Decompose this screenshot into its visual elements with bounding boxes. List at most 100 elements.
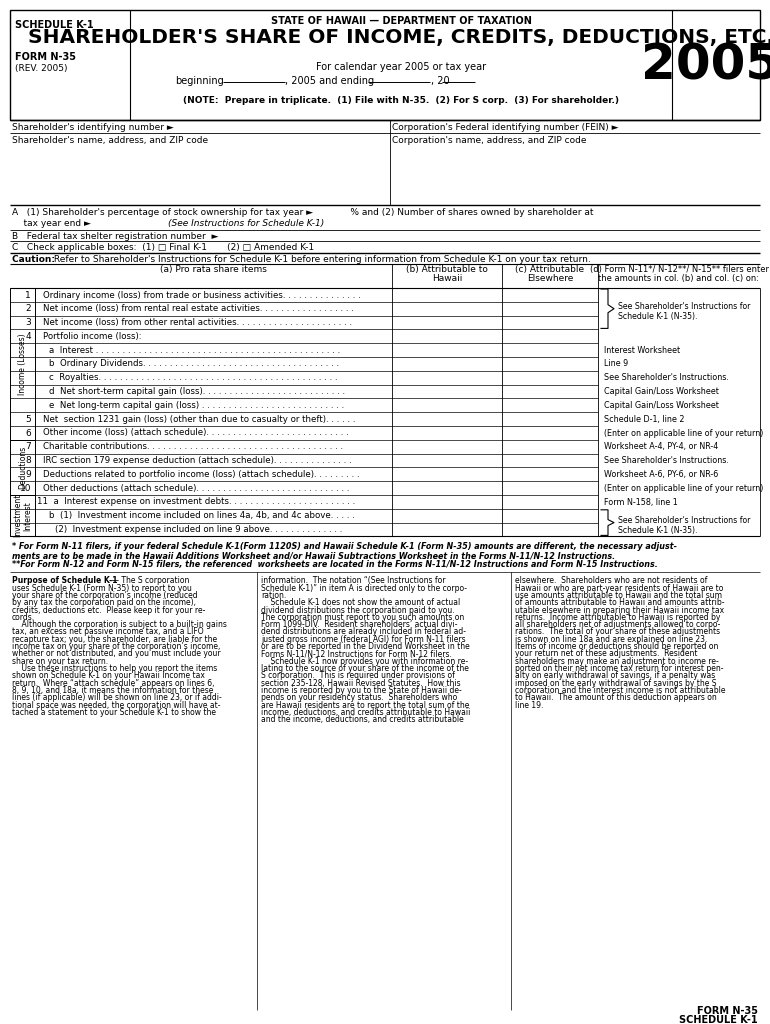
Text: Shareholder's identifying number ►: Shareholder's identifying number ► — [12, 123, 174, 132]
Text: returns.  Income attributable to Hawaii is reported by: returns. Income attributable to Hawaii i… — [515, 613, 721, 622]
Text: See Shareholder's Instructions.: See Shareholder's Instructions. — [604, 374, 729, 382]
Text: 6: 6 — [25, 428, 31, 437]
Text: Net  section 1231 gain (loss) (other than due to casualty or theft). . . . . .: Net section 1231 gain (loss) (other than… — [43, 415, 356, 424]
Text: Schedule K-1 does not show the amount of actual: Schedule K-1 does not show the amount of… — [261, 598, 460, 607]
Text: tional space was needed, the corporation will have at-: tional space was needed, the corporation… — [12, 700, 220, 710]
Text: 10: 10 — [19, 483, 31, 493]
Text: (a) Pro rata share items: (a) Pro rata share items — [160, 265, 267, 274]
Text: whether or not distributed, and you must include your: whether or not distributed, and you must… — [12, 649, 221, 658]
Text: d  Net short-term capital gain (loss). . . . . . . . . . . . . . . . . . . . . .: d Net short-term capital gain (loss). . … — [49, 387, 345, 396]
Text: your share of the corporation’s income (reduced: your share of the corporation’s income (… — [12, 591, 198, 600]
Bar — [10, 439, 35, 495]
Text: (2)  Investment expense included on line 9 above. . . . . . . . . . . . . .: (2) Investment expense included on line … — [55, 525, 343, 535]
Text: share on your tax return.: share on your tax return. — [12, 656, 108, 666]
Text: (d) Form N-11*/ N-12**/ N-15** filers enter: (d) Form N-11*/ N-12**/ N-15** filers en… — [590, 265, 768, 274]
Text: — The S corporation: — The S corporation — [109, 577, 189, 586]
Text: Worksheet A-6, PY-6, or NR-6: Worksheet A-6, PY-6, or NR-6 — [604, 470, 718, 479]
Text: b  Ordinary Dividends. . . . . . . . . . . . . . . . . . . . . . . . . . . . . .: b Ordinary Dividends. . . . . . . . . . … — [49, 359, 339, 369]
Text: Purpose of Schedule K-1: Purpose of Schedule K-1 — [12, 577, 118, 586]
Text: (See Instructions for Schedule K-1): (See Instructions for Schedule K-1) — [168, 219, 324, 228]
Text: , 2005 and ending: , 2005 and ending — [285, 76, 374, 86]
Text: SCHEDULE K-1: SCHEDULE K-1 — [679, 1015, 758, 1024]
Text: are Hawaii residents are to report the total sum of the: are Hawaii residents are to report the t… — [261, 700, 470, 710]
Text: **For Form N-12 and Form N-15 filers, the referenced  worksheets are located in : **For Form N-12 and Form N-15 filers, th… — [12, 560, 658, 569]
Text: income, deductions, and credits attributable to Hawaii: income, deductions, and credits attribut… — [261, 708, 470, 717]
Text: Investment
Interest: Investment Interest — [13, 494, 32, 538]
Text: Schedule K-1 now provides you with information re-: Schedule K-1 now provides you with infor… — [261, 656, 468, 666]
Text: section 235-128, Hawaii Revised Statutes.  How this: section 235-128, Hawaii Revised Statutes… — [261, 679, 460, 687]
Text: Portfolio income (loss):: Portfolio income (loss): — [43, 332, 142, 341]
Text: tax year end ►: tax year end ► — [12, 219, 91, 228]
Text: 3: 3 — [25, 318, 31, 327]
Text: pends on your residency status.  Shareholders who: pends on your residency status. Sharehol… — [261, 693, 457, 702]
Text: (Enter on applicable line of your return): (Enter on applicable line of your return… — [604, 483, 763, 493]
Text: ported on their net income tax return for interest pen-: ported on their net income tax return fo… — [515, 664, 724, 673]
Text: Line 9: Line 9 — [604, 359, 628, 369]
Text: STATE OF HAWAII — DEPARTMENT OF TAXATION: STATE OF HAWAII — DEPARTMENT OF TAXATION — [270, 16, 531, 26]
Text: Hawaii: Hawaii — [432, 274, 462, 283]
Text: 2005: 2005 — [641, 41, 770, 89]
Text: shown on Schedule K-1 on your Hawaii income tax: shown on Schedule K-1 on your Hawaii inc… — [12, 672, 205, 680]
Text: C   Check applicable boxes:  (1) □ Final K-1       (2) □ Amended K-1: C Check applicable boxes: (1) □ Final K-… — [12, 243, 314, 252]
Text: b  (1)  Investment income included on lines 4a, 4b, and 4c above. . . . .: b (1) Investment income included on line… — [49, 511, 355, 520]
Text: Items of income or deductions should be reported on: Items of income or deductions should be … — [515, 642, 718, 651]
Text: recapture tax; you, the shareholder, are liable for the: recapture tax; you, the shareholder, are… — [12, 635, 217, 644]
Text: B   Federal tax shelter registration number  ►: B Federal tax shelter registration numbe… — [12, 232, 219, 241]
Text: justed gross income (federal AGI) for Form N-11 filers: justed gross income (federal AGI) for Fo… — [261, 635, 466, 644]
Text: (NOTE:  Prepare in triplicate.  (1) File with N-35.  (2) For S corp.  (3) For sh: (NOTE: Prepare in triplicate. (1) File w… — [183, 96, 619, 105]
Text: Form 1099-DIV.  Resident shareholders’ actual divi-: Form 1099-DIV. Resident shareholders’ ac… — [261, 621, 457, 629]
Text: FORM N-35: FORM N-35 — [697, 1006, 758, 1016]
Text: corporation and the interest income is not attributable: corporation and the interest income is n… — [515, 686, 725, 695]
Text: Charitable contributions. . . . . . . . . . . . . . . . . . . . . . . . . . . . : Charitable contributions. . . . . . . . … — [43, 442, 343, 452]
Text: Other deductions (attach schedule). . . . . . . . . . . . . . . . . . . . . . . : Other deductions (attach schedule). . . … — [43, 483, 350, 493]
Text: all shareholders net of adjustments allowed to corpo-: all shareholders net of adjustments allo… — [515, 621, 721, 629]
Text: Corporation's name, address, and ZIP code: Corporation's name, address, and ZIP cod… — [392, 136, 587, 145]
Text: Hawaii or who are part-year residents of Hawaii are to: Hawaii or who are part-year residents of… — [515, 584, 723, 593]
Text: SHAREHOLDER'S SHARE OF INCOME, CREDITS, DEDUCTIONS, ETC.: SHAREHOLDER'S SHARE OF INCOME, CREDITS, … — [28, 28, 770, 47]
Text: dividend distributions the corporation paid to you.: dividend distributions the corporation p… — [261, 605, 454, 614]
Text: income is reported by you to the State of Hawaii de-: income is reported by you to the State o… — [261, 686, 462, 695]
Text: utable elsewhere in preparing their Hawaii income tax: utable elsewhere in preparing their Hawa… — [515, 605, 724, 614]
Bar — [10, 288, 35, 439]
Text: or are to be reported in the Dividend Worksheet in the: or are to be reported in the Dividend Wo… — [261, 642, 470, 651]
Text: by any tax the corporation paid on the income),: by any tax the corporation paid on the i… — [12, 598, 196, 607]
Text: use amounts attributable to Hawaii and the total sum: use amounts attributable to Hawaii and t… — [515, 591, 722, 600]
Text: information.  The notation “(See Instructions for: information. The notation “(See Instruct… — [261, 577, 446, 586]
Text: Ordinary income (loss) from trade or business activities. . . . . . . . . . . . : Ordinary income (loss) from trade or bus… — [43, 291, 361, 299]
Text: is shown on line 18a and are explained on line 23.: is shown on line 18a and are explained o… — [515, 635, 708, 644]
Text: Although the corporation is subject to a built-in gains: Although the corporation is subject to a… — [12, 621, 227, 629]
Text: Schedule D-1, line 2: Schedule D-1, line 2 — [604, 415, 685, 424]
Text: the amounts in col. (b) and col. (c) on:: the amounts in col. (b) and col. (c) on: — [598, 274, 759, 283]
Text: Forms N-11/N-12 Instructions for Form N-12 filers.: Forms N-11/N-12 Instructions for Form N-… — [261, 649, 452, 658]
Text: 1: 1 — [25, 291, 31, 299]
Text: of amounts attributable to Hawaii and amounts attrib-: of amounts attributable to Hawaii and am… — [515, 598, 725, 607]
Text: income tax on your share of the corporation’s income,: income tax on your share of the corporat… — [12, 642, 220, 651]
Text: Interest Worksheet: Interest Worksheet — [604, 346, 680, 354]
Text: Use these instructions to help you report the items: Use these instructions to help you repor… — [12, 664, 217, 673]
Text: imposed on the early withdrawal of savings by the S: imposed on the early withdrawal of savin… — [515, 679, 717, 687]
Text: Net income (loss) from other rental activities. . . . . . . . . . . . . . . . . : Net income (loss) from other rental acti… — [43, 318, 352, 327]
Text: ments are to be made in the Hawaii Additions Worksheet and/or Hawaii Subtraction: ments are to be made in the Hawaii Addit… — [12, 551, 615, 560]
Text: Caution:: Caution: — [12, 255, 58, 264]
Text: your return net of these adjustments.  Resident: your return net of these adjustments. Re… — [515, 649, 698, 658]
Text: 7: 7 — [25, 442, 31, 452]
Text: See Shareholder's Instructions for
Schedule K-1 (N-35).: See Shareholder's Instructions for Sched… — [618, 302, 751, 322]
Text: 9: 9 — [25, 470, 31, 479]
Text: Capital Gain/Loss Worksheet: Capital Gain/Loss Worksheet — [604, 387, 719, 396]
Text: c  Royalties. . . . . . . . . . . . . . . . . . . . . . . . . . . . . . . . . . : c Royalties. . . . . . . . . . . . . . .… — [49, 374, 337, 382]
Text: Net income (loss) from rental real estate activities. . . . . . . . . . . . . . : Net income (loss) from rental real estat… — [43, 304, 354, 313]
Text: S corporation.  This is required under provisions of: S corporation. This is required under pr… — [261, 672, 455, 680]
Text: (c) Attributable: (c) Attributable — [515, 265, 584, 274]
Text: e  Net long-term capital gain (loss) . . . . . . . . . . . . . . . . . . . . . .: e Net long-term capital gain (loss) . . … — [49, 401, 344, 410]
Text: Elsewhere: Elsewhere — [527, 274, 573, 283]
Text: See Shareholder's Instructions.: See Shareholder's Instructions. — [604, 456, 729, 465]
Text: 8, 9, 10, and 18a, it means the information for these: 8, 9, 10, and 18a, it means the informat… — [12, 686, 213, 695]
Text: alty on early withdrawal of savings, if a penalty was: alty on early withdrawal of savings, if … — [515, 672, 715, 680]
Bar — [10, 10, 760, 120]
Text: See Shareholder's Instructions for
Schedule K-1 (N-35).: See Shareholder's Instructions for Sched… — [618, 516, 751, 535]
Text: Capital Gain/Loss Worksheet: Capital Gain/Loss Worksheet — [604, 401, 719, 410]
Text: tached a statement to your Schedule K-1 to show the: tached a statement to your Schedule K-1 … — [12, 708, 216, 717]
Text: Form N-158, line 1: Form N-158, line 1 — [604, 498, 678, 507]
Text: credits, deductions etc.  Please keep it for your re-: credits, deductions etc. Please keep it … — [12, 605, 206, 614]
Text: Other income (loss) (attach schedule). . . . . . . . . . . . . . . . . . . . . .: Other income (loss) (attach schedule). .… — [43, 428, 349, 437]
